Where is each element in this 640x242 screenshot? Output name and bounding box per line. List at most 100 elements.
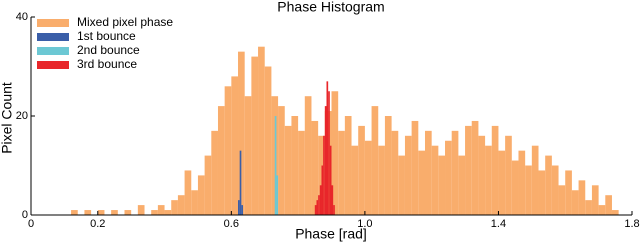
bar bbox=[465, 125, 472, 215]
bar bbox=[364, 140, 372, 215]
bar bbox=[84, 210, 92, 215]
bar bbox=[151, 210, 158, 215]
bar bbox=[424, 130, 432, 215]
bar bbox=[244, 96, 252, 215]
bar bbox=[505, 135, 512, 215]
bar bbox=[321, 165, 324, 215]
bar bbox=[331, 185, 334, 215]
x-tick-label: 0.6 bbox=[224, 218, 239, 230]
bar bbox=[251, 56, 259, 215]
bar bbox=[458, 155, 466, 215]
bar bbox=[111, 210, 118, 215]
x-axis-label: Phase [rad] bbox=[295, 226, 367, 242]
bar bbox=[585, 200, 592, 215]
bar bbox=[571, 190, 579, 215]
bar bbox=[398, 155, 405, 215]
bar bbox=[411, 120, 419, 215]
bar bbox=[418, 150, 425, 215]
bar bbox=[538, 170, 546, 215]
y-axis-label: Pixel Count bbox=[0, 82, 15, 154]
bar bbox=[258, 46, 265, 216]
bar bbox=[71, 210, 78, 215]
bar bbox=[238, 51, 245, 216]
legend-swatch bbox=[37, 33, 69, 41]
bar bbox=[328, 91, 330, 215]
bar bbox=[238, 200, 240, 215]
bar bbox=[164, 210, 172, 215]
bar bbox=[598, 205, 606, 215]
bar bbox=[358, 125, 365, 215]
legend-swatch bbox=[37, 61, 69, 69]
bar bbox=[326, 81, 329, 215]
bar bbox=[491, 125, 499, 215]
bar bbox=[333, 205, 335, 215]
bar bbox=[264, 66, 272, 215]
bar bbox=[565, 170, 572, 215]
bar bbox=[184, 170, 192, 215]
bar bbox=[304, 96, 312, 215]
bar bbox=[276, 175, 279, 215]
bar bbox=[371, 106, 379, 215]
bar bbox=[344, 116, 352, 215]
bar bbox=[278, 106, 285, 215]
bar bbox=[204, 155, 212, 215]
bar bbox=[605, 195, 612, 215]
y-tick-label: 20 bbox=[16, 110, 28, 122]
bar bbox=[351, 145, 359, 215]
bar bbox=[191, 190, 198, 215]
bar bbox=[338, 130, 345, 215]
legend-label: 1st bounce bbox=[77, 29, 136, 43]
bar bbox=[445, 140, 452, 215]
bar bbox=[211, 130, 218, 215]
bar bbox=[404, 135, 412, 215]
x-tick-label: 0.2 bbox=[90, 218, 105, 230]
bar bbox=[241, 205, 244, 215]
bar bbox=[518, 150, 526, 215]
chart-title: Phase Histogram bbox=[277, 0, 384, 15]
bar bbox=[551, 165, 559, 215]
bar bbox=[591, 185, 599, 215]
legend-label: 2nd bounce bbox=[77, 43, 140, 57]
bar bbox=[311, 120, 319, 215]
bar bbox=[531, 145, 539, 215]
bar bbox=[157, 205, 165, 215]
bar bbox=[323, 135, 325, 215]
bar bbox=[318, 195, 320, 215]
bar bbox=[611, 210, 619, 215]
legend-swatch bbox=[37, 19, 69, 27]
bar bbox=[545, 155, 552, 215]
bar bbox=[329, 145, 332, 215]
bar bbox=[498, 150, 506, 215]
x-tick-label: 1.4 bbox=[491, 218, 506, 230]
x-tick-label: 0 bbox=[28, 218, 34, 230]
bar bbox=[384, 116, 392, 215]
bar bbox=[471, 120, 479, 215]
bar bbox=[314, 205, 317, 215]
bar bbox=[298, 130, 305, 215]
bar bbox=[324, 106, 327, 215]
bar bbox=[224, 86, 232, 215]
bar bbox=[578, 180, 586, 215]
bar bbox=[239, 150, 242, 215]
bar bbox=[177, 195, 185, 215]
bar bbox=[291, 116, 299, 215]
bar bbox=[331, 91, 339, 215]
bar bbox=[197, 175, 205, 215]
x-tick-label: 1.0 bbox=[357, 218, 372, 230]
bar bbox=[485, 145, 492, 215]
bar bbox=[319, 185, 322, 215]
bar bbox=[137, 205, 145, 215]
legend-label: Mixed pixel phase bbox=[77, 15, 173, 29]
bar bbox=[97, 210, 105, 215]
bar bbox=[124, 210, 132, 215]
legend-swatch bbox=[37, 47, 69, 55]
bar bbox=[525, 165, 532, 215]
bar bbox=[284, 125, 292, 215]
bar bbox=[438, 155, 446, 215]
bar bbox=[431, 145, 439, 215]
bar bbox=[451, 130, 459, 215]
y-tick-label: 40 bbox=[16, 11, 28, 23]
bar bbox=[231, 76, 239, 216]
bar bbox=[217, 106, 225, 215]
